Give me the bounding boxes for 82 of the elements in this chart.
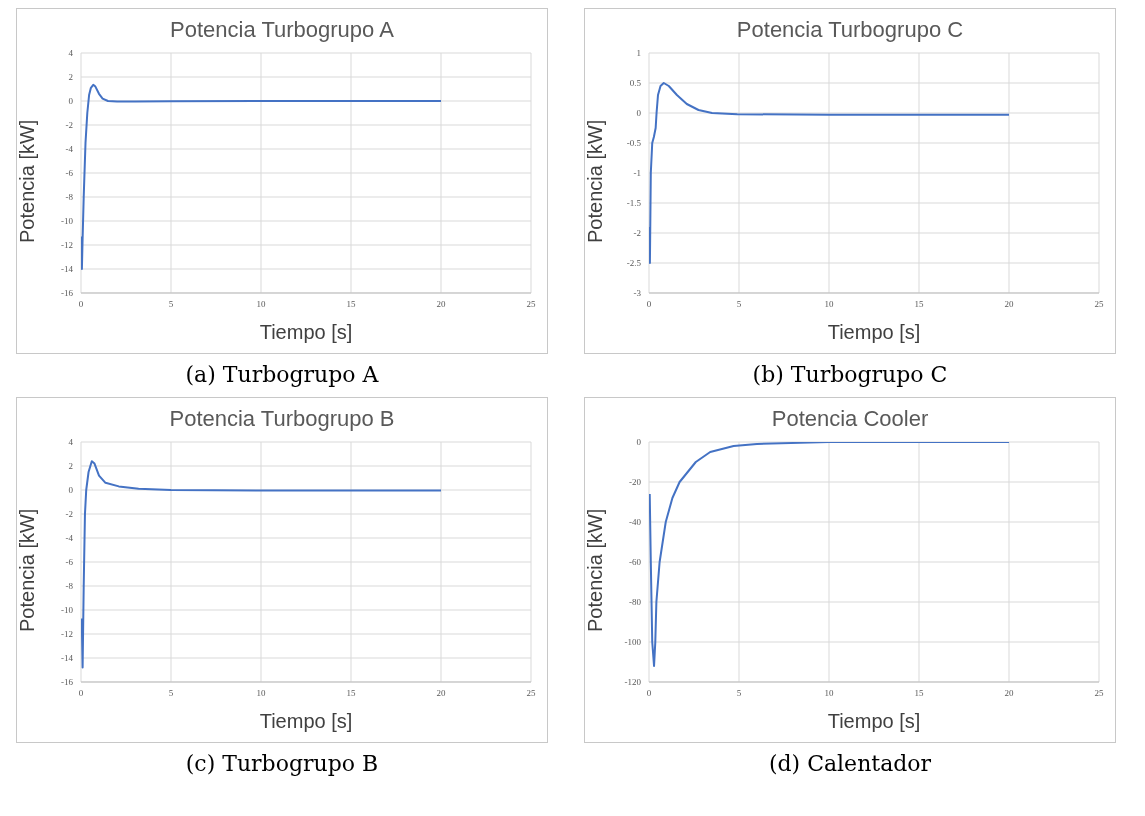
y-axis-title: Potencia [kW] xyxy=(584,119,607,243)
y-tick-label: -2.5 xyxy=(626,258,642,269)
x-tick-label: 15 xyxy=(346,299,356,310)
y-tick-label: -8 xyxy=(65,192,74,203)
y-tick-label: 0 xyxy=(636,108,642,119)
line-series xyxy=(81,83,442,270)
x-tick-label: 5 xyxy=(168,688,174,699)
y-tick-label: -14 xyxy=(61,264,74,275)
text: (c) Turbogrupo B xyxy=(185,751,379,776)
y-tick-label: 0.5 xyxy=(629,78,642,89)
y-tick-label: -1 xyxy=(633,168,641,179)
text: (b) Turbogrupo C xyxy=(752,362,948,387)
y-tick-label: -10 xyxy=(61,605,74,616)
x-tick-label: 10 xyxy=(824,688,834,699)
y-tick-label: -16 xyxy=(61,677,74,688)
y-axis-title: Potencia [kW] xyxy=(584,508,607,632)
y-tick-label: -8 xyxy=(65,581,74,592)
x-axis-title: Tiempo [s] xyxy=(827,710,921,732)
y-tick-label: -12 xyxy=(61,629,73,640)
y-tick-label: 0 xyxy=(68,96,74,107)
line-series xyxy=(81,460,442,669)
x-axis-title: Tiempo [s] xyxy=(259,710,353,732)
y-tick-label: -1.5 xyxy=(626,198,642,209)
x-tick-label: 25 xyxy=(526,299,536,310)
text: (d) Calentador xyxy=(768,751,932,776)
y-tick-label: 4 xyxy=(68,437,74,448)
chart-title: Potencia Turbogrupo B xyxy=(168,406,396,432)
y-tick-label: -4 xyxy=(65,144,74,155)
x-tick-label: 20 xyxy=(1004,299,1014,310)
x-tick-label: 25 xyxy=(526,688,536,699)
y-tick-label: -120 xyxy=(624,677,642,688)
x-tick-label: 5 xyxy=(736,299,742,310)
y-tick-label: -16 xyxy=(61,288,74,299)
y-axis-title: Potencia [kW] xyxy=(16,119,39,243)
chart-title: Potencia Turbogrupo A xyxy=(169,17,395,43)
y-tick-label: -10 xyxy=(61,216,74,227)
y-tick-label: 2 xyxy=(68,72,73,83)
y-tick-label: -100 xyxy=(624,637,642,648)
y-tick-label: -0.5 xyxy=(626,138,642,149)
x-tick-label: 25 xyxy=(1094,688,1104,699)
y-tick-label: -60 xyxy=(629,557,642,568)
y-tick-label: 2 xyxy=(68,461,73,472)
y-tick-label: 0 xyxy=(68,485,74,496)
y-tick-label: -2 xyxy=(65,509,73,520)
y-tick-label: 0 xyxy=(636,437,642,448)
x-tick-label: 0 xyxy=(78,688,84,699)
line-series xyxy=(649,442,1010,667)
y-tick-label: -20 xyxy=(629,477,642,488)
x-tick-label: 10 xyxy=(256,299,266,310)
y-tick-label: -2 xyxy=(65,120,73,131)
x-tick-label: 15 xyxy=(346,688,356,699)
x-tick-label: 10 xyxy=(256,688,266,699)
x-tick-label: 0 xyxy=(646,688,652,699)
y-tick-label: -2 xyxy=(633,228,641,239)
y-tick-label: -6 xyxy=(65,168,74,179)
y-tick-label: -6 xyxy=(65,557,74,568)
x-tick-label: 15 xyxy=(914,688,924,699)
line-series xyxy=(649,82,1010,264)
x-tick-label: 0 xyxy=(78,299,84,310)
y-tick-label: -40 xyxy=(629,517,642,528)
x-tick-label: 5 xyxy=(168,299,174,310)
y-tick-label: 4 xyxy=(68,48,74,59)
y-tick-label: -3 xyxy=(633,288,642,299)
x-tick-label: 5 xyxy=(736,688,742,699)
x-axis-title: Tiempo [s] xyxy=(827,321,921,343)
x-tick-label: 0 xyxy=(646,299,652,310)
y-tick-label: 1 xyxy=(636,48,641,59)
y-tick-label: -4 xyxy=(65,533,74,544)
x-tick-label: 20 xyxy=(1004,688,1014,699)
y-tick-label: -14 xyxy=(61,653,74,664)
text: (a) Turbogrupo A xyxy=(185,362,379,387)
x-axis-title: Tiempo [s] xyxy=(259,321,353,343)
x-tick-label: 25 xyxy=(1094,299,1104,310)
chart-title: Potencia Cooler xyxy=(770,406,930,432)
y-axis-title: Potencia [kW] xyxy=(16,508,39,632)
chart-title: Potencia Turbogrupo C xyxy=(735,17,965,43)
x-tick-label: 20 xyxy=(436,299,446,310)
y-tick-label: -80 xyxy=(629,597,642,608)
x-tick-label: 10 xyxy=(824,299,834,310)
y-tick-label: -12 xyxy=(61,240,73,251)
x-tick-label: 20 xyxy=(436,688,446,699)
x-tick-label: 15 xyxy=(914,299,924,310)
